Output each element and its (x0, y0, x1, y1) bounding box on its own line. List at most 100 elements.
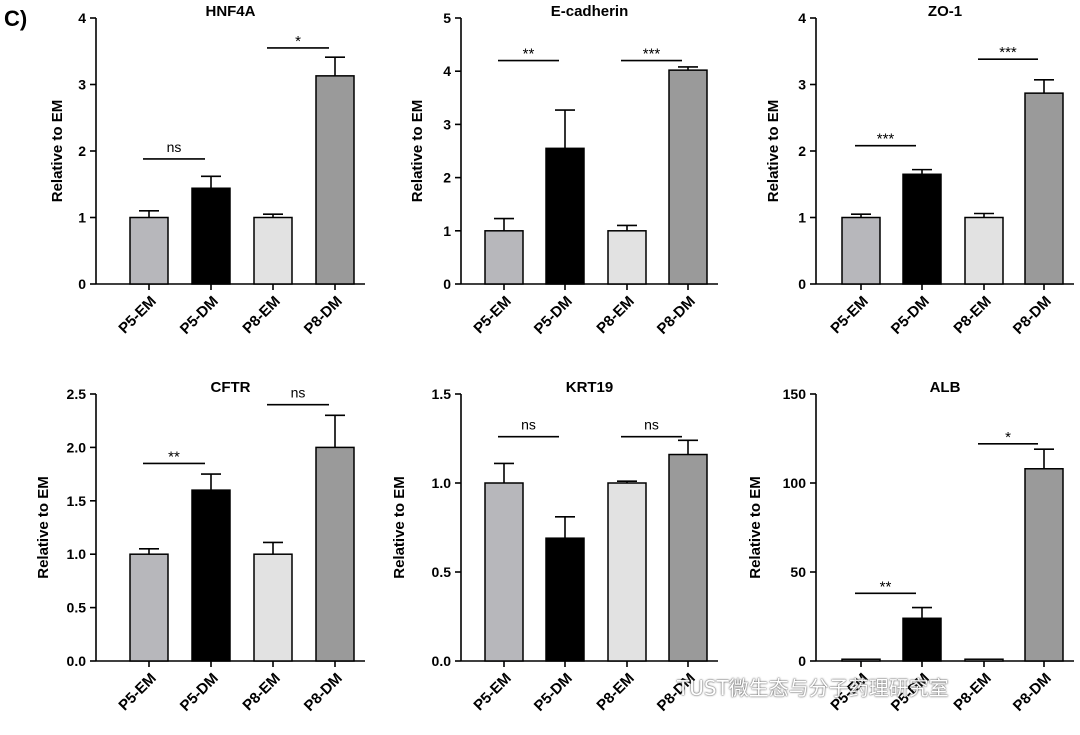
panel-1-ylabel: Relative to EM (49, 100, 66, 203)
panel-6-title: ALB (930, 379, 961, 396)
panel-3-ytick-label: 4 (798, 10, 806, 26)
panel-2-bar-p5-em (484, 230, 524, 285)
panel-6-bar-p5-em (841, 658, 881, 662)
panel-3-bar-p8-em (964, 216, 1004, 285)
panel-5-ytick-label: 1.5 (432, 386, 452, 402)
panel-5-bar-p5-em (484, 482, 524, 662)
panel-1-ytick-label: 3 (78, 77, 86, 93)
panel-1-xtick-label: P8-DM (301, 293, 346, 338)
panel-1-ytick-label: 4 (78, 10, 86, 26)
panel-3-xtick-label: P8-EM (950, 293, 994, 337)
panel-1-ytick-label: 1 (78, 210, 86, 226)
panel-5-ytick-label: 1.0 (432, 475, 452, 491)
panel-2-sig-label: ** (523, 46, 535, 63)
panel-6-ytick-label: 0 (798, 653, 806, 669)
panel-3-xtick-label: P5-DM (888, 293, 933, 338)
panel-1-bar-p5-dm (191, 187, 231, 285)
panel-1-sig-label: ns (167, 139, 182, 155)
panel-4-ylabel: Relative to EM (35, 476, 52, 579)
panel-5-title: KRT19 (566, 379, 614, 396)
panel-5-bar-p8-dm (668, 453, 708, 662)
panel-6-sig-label: * (1005, 429, 1011, 446)
panel-6-sig-label: ** (880, 578, 892, 595)
panel-label: C) (4, 6, 28, 31)
panel-4-ytick-label: 0.5 (67, 600, 87, 616)
panel-6-xtick-label: P8-EM (950, 670, 994, 714)
panel-2-xtick-label: P5-DM (531, 293, 576, 338)
panel-3-bar-p8-dm (1024, 92, 1064, 285)
panel-4-title: CFTR (211, 379, 251, 396)
panel-4-xtick-label: P8-EM (239, 670, 283, 714)
panel-4-bar-p5-dm (191, 489, 231, 662)
panel-5-bar-p8-em (607, 482, 647, 662)
panel-1-sig-label: * (295, 33, 301, 50)
panel-6-bar-p8-dm (1024, 468, 1064, 662)
panel-3-ylabel: Relative to EM (765, 100, 782, 203)
panel-1-ytick-label: 0 (78, 276, 86, 292)
panel-6-ytick-label: 50 (790, 564, 806, 580)
panel-2-ytick-label: 5 (443, 10, 451, 26)
panel-4-ytick-label: 2.5 (67, 386, 87, 402)
panel-3-bar-p5-dm (902, 173, 942, 285)
panel-1-xtick-label: P8-EM (239, 293, 283, 337)
panel-1-xtick-label: P5-DM (177, 293, 222, 338)
panel-2-xtick-label: P8-EM (593, 293, 637, 337)
panel-3-sig-label: *** (999, 44, 1017, 61)
panel-5-sig-label: ns (521, 417, 536, 433)
panel-3-sig-label: *** (877, 131, 895, 148)
panel-4-xtick-label: P5-EM (115, 670, 159, 714)
panel-4-sig-label: ** (168, 448, 180, 465)
panel-2-bar-p8-em (607, 230, 647, 285)
panel-1-bar-p8-dm (315, 75, 355, 285)
panel-6-ytick-label: 100 (783, 475, 807, 491)
panel-2-title: E-cadherin (551, 3, 629, 20)
panel-3-ytick-label: 3 (798, 77, 806, 93)
panel-1-bar-p5-em (129, 216, 169, 285)
panel-5-xtick-label: P5-EM (470, 670, 514, 714)
panel-2-ytick-label: 4 (443, 63, 451, 79)
panel-1-xtick-label: P5-EM (115, 293, 159, 337)
panel-6-ytick-label: 150 (783, 386, 807, 402)
panel-6-bar-p5-dm (902, 617, 942, 662)
panel-1-bar-p8-em (253, 216, 293, 285)
panel-3-ytick-label: 2 (798, 143, 806, 159)
panel-4-ytick-label: 1.0 (67, 546, 87, 562)
panel-4-ytick-label: 2.0 (67, 439, 87, 455)
panel-4-ytick-label: 1.5 (67, 493, 87, 509)
panel-5-xtick-label: P8-EM (593, 670, 637, 714)
panel-1-ytick-label: 2 (78, 143, 86, 159)
panel-2-bar-p5-dm (545, 147, 585, 285)
panel-2-bar-p8-dm (668, 69, 708, 285)
panel-5-sig-label: ns (644, 417, 659, 433)
panel-3-ytick-label: 0 (798, 276, 806, 292)
panel-4-bar-p8-em (253, 553, 293, 662)
panel-3-bar-p5-em (841, 216, 881, 285)
panel-2-ytick-label: 1 (443, 223, 451, 239)
panel-6-ylabel: Relative to EM (747, 476, 764, 579)
panel-6-xtick-label: P8-DM (1010, 670, 1055, 715)
panel-5-ytick-label: 0.5 (432, 564, 452, 580)
panel-3-title: ZO-1 (928, 3, 962, 20)
panel-2-ylabel: Relative to EM (409, 100, 426, 203)
panel-2-sig-label: *** (643, 46, 661, 63)
panel-2-ytick-label: 3 (443, 116, 451, 132)
panel-5-bar-p5-dm (545, 537, 585, 662)
panel-2-xtick-label: P8-DM (654, 293, 699, 338)
panel-4-xtick-label: P5-DM (177, 670, 222, 715)
panel-4-bar-p8-dm (315, 446, 355, 662)
panel-2-ytick-label: 0 (443, 276, 451, 292)
panel-2-ytick-label: 2 (443, 170, 451, 186)
panel-4-xtick-label: P8-DM (301, 670, 346, 715)
panel-1-title: HNF4A (205, 3, 255, 20)
panel-6-bar-p8-em (964, 658, 1004, 662)
panel-3-xtick-label: P8-DM (1010, 293, 1055, 338)
panel-4-ytick-label: 0.0 (67, 653, 87, 669)
panel-4-sig-label: ns (291, 385, 306, 401)
panel-5-xtick-label: P5-DM (531, 670, 576, 715)
panel-4-bar-p5-em (129, 553, 169, 662)
panel-5-ytick-label: 0.0 (432, 653, 452, 669)
wechat-icon (645, 676, 670, 695)
watermark-text: TUST微生态与分子药理研究室 (677, 676, 949, 700)
panel-3-ytick-label: 1 (798, 210, 806, 226)
